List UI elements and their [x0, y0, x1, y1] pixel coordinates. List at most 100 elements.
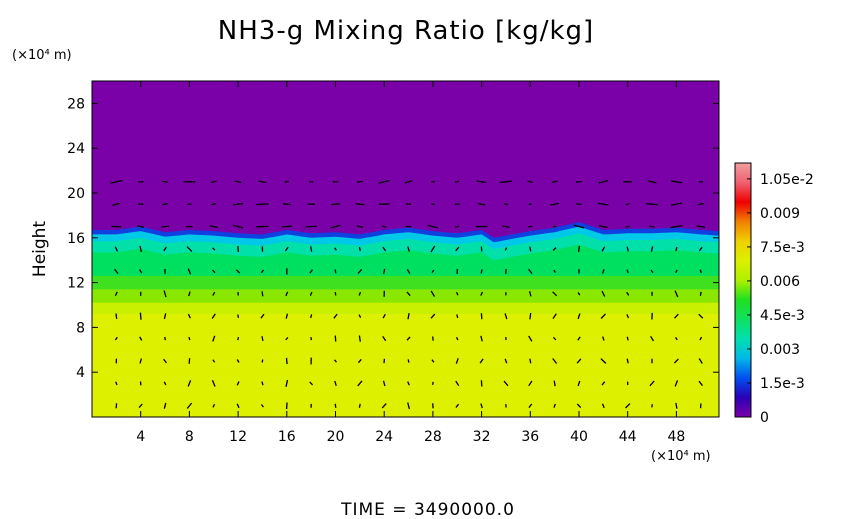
wind-vector	[407, 246, 410, 252]
wind-vector	[430, 245, 436, 253]
wind-vector	[358, 246, 361, 252]
wind-vector	[675, 246, 678, 252]
wind-vector	[699, 291, 702, 296]
wind-vector	[358, 335, 361, 342]
wind-vector	[115, 403, 118, 409]
wind-vector	[212, 269, 216, 274]
wind-vector	[163, 313, 167, 320]
colorbar-tick-label: 0	[760, 410, 769, 426]
wind-vector	[406, 291, 411, 297]
wind-vector	[212, 291, 216, 296]
wind-vector	[137, 225, 144, 229]
x-tick-label: 12	[229, 429, 247, 445]
wind-vector	[261, 336, 264, 342]
x-tick-label: 20	[327, 429, 345, 445]
wind-vector	[281, 225, 292, 228]
wind-vector	[650, 335, 655, 342]
wind-vector	[649, 225, 655, 228]
wind-vector	[602, 336, 605, 341]
wind-vector	[601, 246, 606, 252]
wind-vector	[114, 268, 119, 275]
wind-vector	[480, 291, 484, 296]
wind-vector	[309, 269, 313, 274]
wind-vector	[455, 180, 460, 183]
wind-vector	[356, 180, 363, 184]
wind-vector	[504, 247, 508, 251]
wind-vector	[675, 402, 678, 409]
x-tick-label: 36	[521, 429, 539, 445]
wind-vector	[114, 291, 118, 296]
wind-vector	[163, 381, 167, 386]
wind-vector	[211, 380, 216, 387]
wind-vector	[600, 358, 607, 364]
wind-vector	[601, 269, 605, 274]
wind-vector	[529, 246, 532, 252]
wind-vector	[284, 246, 289, 252]
wind-vector	[233, 202, 244, 206]
y-axis-unit: (×10⁴ m)	[12, 48, 72, 63]
x-tick-label: 44	[619, 429, 637, 445]
wind-vector	[309, 291, 313, 296]
wind-vector	[625, 203, 630, 206]
wind-vectors	[110, 179, 706, 410]
wind-vector	[236, 381, 240, 386]
wind-vector	[552, 313, 557, 320]
colorbar-scale	[734, 162, 752, 418]
wind-vector	[696, 225, 706, 228]
y-tick-label: 28	[67, 96, 85, 112]
wind-vector	[139, 358, 143, 364]
wind-vector	[382, 336, 387, 342]
wind-vector	[647, 180, 657, 184]
wind-vector	[670, 202, 682, 207]
wind-vector	[115, 381, 118, 386]
wind-vector	[626, 358, 629, 364]
y-axis-label: Height	[30, 221, 50, 278]
wind-vector	[651, 404, 653, 408]
time-label: TIME = 3490000.0	[340, 500, 515, 519]
colorbar-tick-label: 4.5e-3	[760, 308, 805, 324]
wind-vector	[232, 224, 244, 229]
colorbar-tick-label: 0.006	[760, 274, 800, 290]
wind-vector	[334, 247, 337, 251]
wind-vector	[378, 179, 390, 184]
x-axis: 4 8 12 16 20 24 28 32 36 40 44 48	[136, 81, 685, 445]
wind-vector	[577, 313, 581, 320]
wind-vector	[356, 225, 364, 229]
wind-vector	[357, 268, 363, 274]
wind-vector	[697, 202, 705, 206]
wind-vector	[330, 224, 341, 229]
plot-area	[92, 81, 719, 417]
wind-vector	[699, 269, 702, 274]
wind-vector	[598, 202, 609, 206]
wind-vector	[210, 180, 217, 184]
wind-vector	[334, 380, 337, 386]
wind-vector	[163, 358, 168, 364]
wind-vector	[285, 336, 289, 341]
wind-vector	[577, 336, 581, 341]
wind-vector	[673, 358, 679, 364]
wind-vector	[212, 335, 216, 342]
wind-vector	[528, 268, 533, 274]
wind-vector	[186, 402, 193, 409]
field-layer	[92, 81, 719, 238]
wind-vector	[674, 290, 679, 298]
wind-vector	[430, 290, 436, 297]
wind-vector	[310, 314, 313, 319]
y-tick-label: 12	[67, 276, 85, 292]
wind-vector	[504, 358, 508, 364]
wind-vector	[646, 202, 658, 206]
x-tick-label: 8	[185, 429, 194, 445]
wind-vector	[407, 381, 410, 386]
wind-vector	[164, 336, 166, 341]
wind-vector	[260, 313, 265, 319]
wind-vector	[212, 359, 216, 363]
wind-vector	[455, 246, 460, 252]
wind-vector	[211, 313, 216, 319]
wind-vector	[186, 246, 193, 252]
wind-vector	[358, 403, 361, 408]
wind-vector	[236, 403, 240, 409]
wind-vector	[114, 246, 118, 252]
wind-vector	[334, 269, 337, 274]
wind-vector	[503, 203, 508, 206]
wind-vector	[114, 336, 118, 341]
